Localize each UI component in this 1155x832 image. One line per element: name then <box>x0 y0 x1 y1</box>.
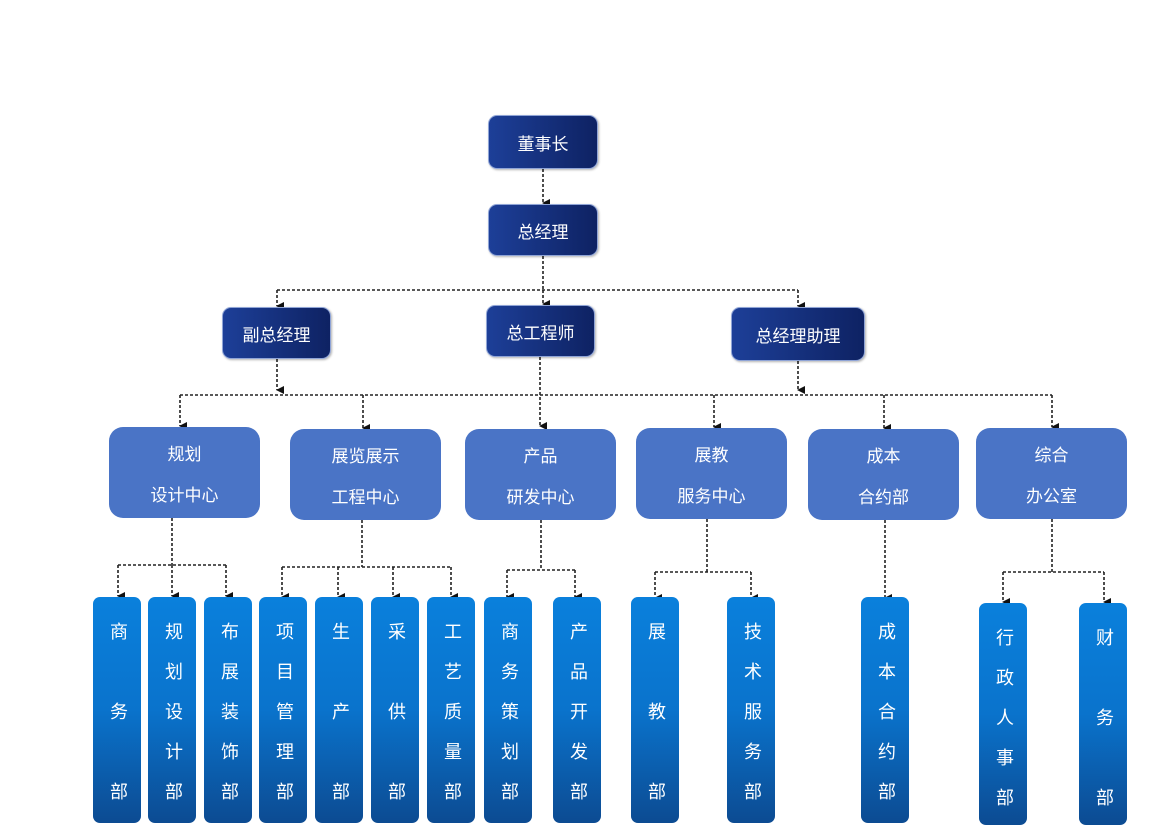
center-line1: 综合 <box>1034 445 1069 466</box>
node-exhibition-engineering-center: 展览展示 工程中心 <box>290 429 441 520</box>
dept-label: 成本合约部 <box>875 622 896 822</box>
center-line1: 产品 <box>523 446 558 467</box>
node-general-office: 综合 办公室 <box>976 428 1127 519</box>
dept-exhibit-decoration: 布展装饰部 <box>204 597 252 823</box>
dept-procurement: 采供部 <box>371 597 419 823</box>
node-education-service-center: 展教 服务中心 <box>636 428 787 519</box>
node-general-manager: 总经理 <box>488 204 598 256</box>
dept-label: 商务策划部 <box>498 622 519 822</box>
node-deputy-gm: 副总经理 <box>222 307 331 359</box>
dept-cost-contract: 成本合约部 <box>861 597 909 823</box>
dept-product-development: 产品开发部 <box>553 597 601 823</box>
dept-production: 生产部 <box>315 597 363 823</box>
dept-label: 工艺质量部 <box>441 622 462 822</box>
center-line2: 办公室 <box>1026 486 1077 507</box>
dept-project-management: 项目管理部 <box>259 597 307 823</box>
dept-label: 布展装饰部 <box>218 622 239 822</box>
dept-label: 规划设计部 <box>162 622 183 822</box>
center-line2: 设计中心 <box>150 485 219 506</box>
node-planning-design-center: 规划 设计中心 <box>109 427 260 518</box>
dept-label: 行政人事部 <box>993 628 1014 825</box>
dept-admin-hr: 行政人事部 <box>979 603 1027 825</box>
dept-label: 财务部 <box>1093 628 1114 825</box>
node-chairman: 董事长 <box>488 115 598 169</box>
center-line1: 规划 <box>167 444 202 465</box>
node-chief-engineer: 总工程师 <box>486 305 595 357</box>
dept-finance: 财务部 <box>1079 603 1127 825</box>
node-product-rd-center: 产品 研发中心 <box>465 429 616 520</box>
node-gm-assistant: 总经理助理 <box>731 307 865 361</box>
dept-planning-design: 规划设计部 <box>148 597 196 823</box>
dept-business-planning: 商务策划部 <box>484 597 532 823</box>
center-line1: 展教 <box>694 445 729 466</box>
center-line2: 合约部 <box>858 487 909 508</box>
center-line1: 成本 <box>866 446 901 467</box>
center-line1: 展览展示 <box>331 446 400 467</box>
dept-label: 产品开发部 <box>567 622 588 822</box>
dept-label: 采供部 <box>385 622 406 823</box>
dept-business: 商务部 <box>93 597 141 823</box>
center-line2: 服务中心 <box>677 486 746 507</box>
dept-technical-service: 技术服务部 <box>727 597 775 823</box>
dept-label: 项目管理部 <box>273 622 294 822</box>
dept-label: 生产部 <box>329 622 350 823</box>
dept-label: 展教部 <box>645 622 666 823</box>
dept-label: 技术服务部 <box>741 622 762 822</box>
dept-process-quality: 工艺质量部 <box>427 597 475 823</box>
dept-education: 展教部 <box>631 597 679 823</box>
node-cost-contract-dept: 成本 合约部 <box>808 429 959 520</box>
center-line2: 工程中心 <box>331 487 400 508</box>
dept-label: 商务部 <box>107 622 128 823</box>
center-line2: 研发中心 <box>506 487 575 508</box>
